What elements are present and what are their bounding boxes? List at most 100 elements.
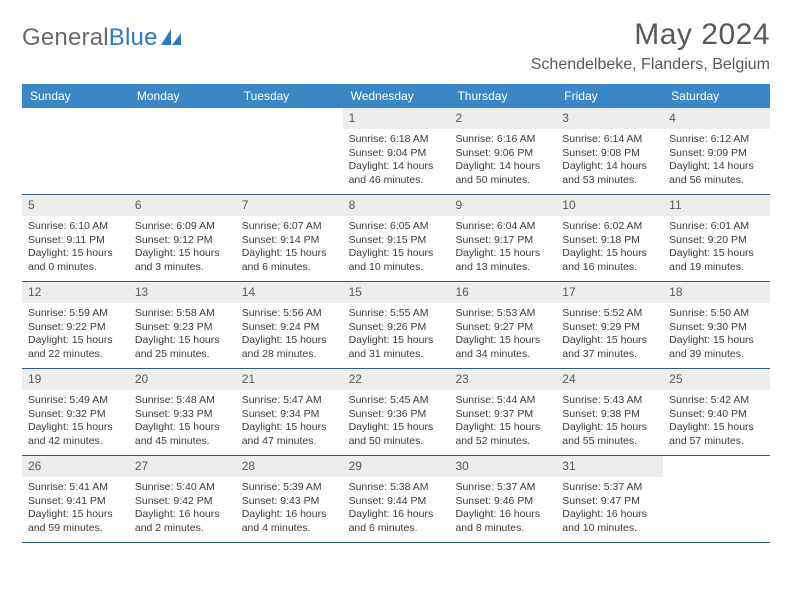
weekday-header: Tuesday: [236, 84, 343, 108]
day-details: Sunrise: 5:45 AM Sunset: 9:36 PM Dayligh…: [349, 394, 444, 448]
day-number: 21: [236, 369, 343, 390]
title-block: May 2024 Schendelbeke, Flanders, Belgium: [531, 18, 770, 74]
day-number: 31: [556, 456, 663, 477]
day-cell: 12 Sunrise: 5:59 AM Sunset: 9:22 PM Dayli…: [22, 282, 129, 368]
calendar-row: 12 Sunrise: 5:59 AM Sunset: 9:22 PM Dayli…: [22, 282, 770, 369]
day-details: Sunrise: 5:43 AM Sunset: 9:38 PM Dayligh…: [562, 394, 657, 448]
day-details: Sunrise: 5:53 AM Sunset: 9:27 PM Dayligh…: [455, 307, 550, 361]
day-number: 27: [129, 456, 236, 477]
day-number: 19: [22, 369, 129, 390]
day-number: 24: [556, 369, 663, 390]
day-number: 29: [343, 456, 450, 477]
day-details: Sunrise: 5:58 AM Sunset: 9:23 PM Dayligh…: [135, 307, 230, 361]
day-cell: 6 Sunrise: 6:09 AM Sunset: 9:12 PM Daylig…: [129, 195, 236, 281]
day-number: 28: [236, 456, 343, 477]
day-details: Sunrise: 5:55 AM Sunset: 9:26 PM Dayligh…: [349, 307, 444, 361]
day-details: Sunrise: 6:14 AM Sunset: 9:08 PM Dayligh…: [562, 133, 657, 187]
day-number: 2: [449, 108, 556, 129]
day-details: Sunrise: 6:12 AM Sunset: 9:09 PM Dayligh…: [669, 133, 764, 187]
day-details: Sunrise: 5:37 AM Sunset: 9:47 PM Dayligh…: [562, 481, 657, 535]
day-cell: 11Sunrise: 6:01 AM Sunset: 9:20 PM Dayli…: [663, 195, 770, 281]
day-cell: 5Sunrise: 6:10 AM Sunset: 9:11 PM Daylig…: [22, 195, 129, 281]
day-cell: 28 Sunrise: 5:39 AM Sunset: 9:43 PM Dayli…: [236, 456, 343, 542]
day-details: Sunrise: 5:44 AM Sunset: 9:37 PM Dayligh…: [455, 394, 550, 448]
day-cell: 8 Sunrise: 6:05 AM Sunset: 9:15 PM Daylig…: [343, 195, 450, 281]
day-number: 10: [556, 195, 663, 216]
day-cell: 23 Sunrise: 5:44 AM Sunset: 9:37 PM Dayli…: [449, 369, 556, 455]
day-cell: 24 Sunrise: 5:43 AM Sunset: 9:38 PM Dayli…: [556, 369, 663, 455]
day-number: 30: [449, 456, 556, 477]
day-details: Sunrise: 6:04 AM Sunset: 9:17 PM Dayligh…: [455, 220, 550, 274]
sail-icon: [161, 29, 181, 45]
day-cell: 16Sunrise: 5:53 AM Sunset: 9:27 PM Dayli…: [449, 282, 556, 368]
weekday-header: Friday: [556, 84, 663, 108]
day-cell: 21 Sunrise: 5:47 AM Sunset: 9:34 PM Dayli…: [236, 369, 343, 455]
day-number: 25: [663, 369, 770, 390]
day-cell: 19 Sunrise: 5:49 AM Sunset: 9:32 PM Dayli…: [22, 369, 129, 455]
day-number: 14: [236, 282, 343, 303]
day-cell: 27 Sunrise: 5:40 AM Sunset: 9:42 PM Dayli…: [129, 456, 236, 542]
day-cell: 1 Sunrise: 6:18 AM Sunset: 9:04 PM Daylig…: [343, 108, 450, 194]
brand-word-2: Blue: [109, 24, 181, 52]
day-number: 18: [663, 282, 770, 303]
day-cell: 26 Sunrise: 5:41 AM Sunset: 9:41 PM Dayli…: [22, 456, 129, 542]
day-details: Sunrise: 5:38 AM Sunset: 9:44 PM Dayligh…: [349, 481, 444, 535]
calendar-row: 26 Sunrise: 5:41 AM Sunset: 9:41 PM Dayli…: [22, 456, 770, 543]
calendar-grid: ...1Sunrise: 6:18 AM Sunset: 9:04 PM Day…: [22, 108, 770, 543]
weekday-header: Thursday: [449, 84, 556, 108]
weekday-header: Monday: [129, 84, 236, 108]
day-cell: .: [129, 108, 236, 194]
day-number: 17: [556, 282, 663, 303]
day-details: Sunrise: 5:49 AM Sunset: 9:32 PM Dayligh…: [28, 394, 123, 448]
day-details: Sunrise: 5:39 AM Sunset: 9:43 PM Dayligh…: [242, 481, 337, 535]
day-number: 7: [236, 195, 343, 216]
calendar-row: 19 Sunrise: 5:49 AM Sunset: 9:32 PM Dayli…: [22, 369, 770, 456]
day-details: Sunrise: 6:05 AM Sunset: 9:15 PM Dayligh…: [349, 220, 444, 274]
day-details: Sunrise: 6:10 AM Sunset: 9:11 PM Dayligh…: [28, 220, 123, 274]
day-cell: 17 Sunrise: 5:52 AM Sunset: 9:29 PM Dayli…: [556, 282, 663, 368]
brand-logo: General Blue: [22, 18, 181, 52]
day-number: 9: [449, 195, 556, 216]
day-cell: 20Sunrise: 5:48 AM Sunset: 9:33 PM Dayli…: [129, 369, 236, 455]
day-number: 1: [343, 108, 450, 129]
calendar-row: ...1Sunrise: 6:18 AM Sunset: 9:04 PM Day…: [22, 108, 770, 195]
day-cell: 10 Sunrise: 6:02 AM Sunset: 9:18 PM Dayli…: [556, 195, 663, 281]
day-number: 26: [22, 456, 129, 477]
day-cell: 29 Sunrise: 5:38 AM Sunset: 9:44 PM Dayli…: [343, 456, 450, 542]
location: Schendelbeke, Flanders, Belgium: [531, 56, 770, 74]
day-cell: 25 Sunrise: 5:42 AM Sunset: 9:40 PM Dayli…: [663, 369, 770, 455]
day-details: Sunrise: 5:41 AM Sunset: 9:41 PM Dayligh…: [28, 481, 123, 535]
day-cell: 30Sunrise: 5:37 AM Sunset: 9:46 PM Dayli…: [449, 456, 556, 542]
day-cell: 2 Sunrise: 6:16 AM Sunset: 9:06 PM Daylig…: [449, 108, 556, 194]
day-details: Sunrise: 6:09 AM Sunset: 9:12 PM Dayligh…: [135, 220, 230, 274]
day-number: 13: [129, 282, 236, 303]
day-details: Sunrise: 5:59 AM Sunset: 9:22 PM Dayligh…: [28, 307, 123, 361]
day-details: Sunrise: 5:42 AM Sunset: 9:40 PM Dayligh…: [669, 394, 764, 448]
day-number: 23: [449, 369, 556, 390]
day-cell: 4 Sunrise: 6:12 AM Sunset: 9:09 PM Daylig…: [663, 108, 770, 194]
day-number: 22: [343, 369, 450, 390]
day-cell: 7Sunrise: 6:07 AM Sunset: 9:14 PM Daylig…: [236, 195, 343, 281]
day-number: 8: [343, 195, 450, 216]
day-details: Sunrise: 5:47 AM Sunset: 9:34 PM Dayligh…: [242, 394, 337, 448]
day-cell: .: [663, 456, 770, 542]
day-cell: 13 Sunrise: 5:58 AM Sunset: 9:23 PM Dayli…: [129, 282, 236, 368]
day-cell: .: [236, 108, 343, 194]
page: General Blue May 2024 Schendelbeke, Flan…: [0, 0, 792, 543]
weekday-header: Wednesday: [343, 84, 450, 108]
day-number: 4: [663, 108, 770, 129]
day-details: Sunrise: 6:16 AM Sunset: 9:06 PM Dayligh…: [455, 133, 550, 187]
day-cell: 3 Sunrise: 6:14 AM Sunset: 9:08 PM Daylig…: [556, 108, 663, 194]
day-details: Sunrise: 5:40 AM Sunset: 9:42 PM Dayligh…: [135, 481, 230, 535]
day-number: 20: [129, 369, 236, 390]
day-cell: 22 Sunrise: 5:45 AM Sunset: 9:36 PM Dayli…: [343, 369, 450, 455]
weekday-header: Saturday: [663, 84, 770, 108]
day-number: 6: [129, 195, 236, 216]
day-number: 15: [343, 282, 450, 303]
day-details: Sunrise: 5:56 AM Sunset: 9:24 PM Dayligh…: [242, 307, 337, 361]
day-number: 3: [556, 108, 663, 129]
day-details: Sunrise: 6:18 AM Sunset: 9:04 PM Dayligh…: [349, 133, 444, 187]
day-details: Sunrise: 6:02 AM Sunset: 9:18 PM Dayligh…: [562, 220, 657, 274]
day-details: Sunrise: 5:52 AM Sunset: 9:29 PM Dayligh…: [562, 307, 657, 361]
day-number: 12: [22, 282, 129, 303]
